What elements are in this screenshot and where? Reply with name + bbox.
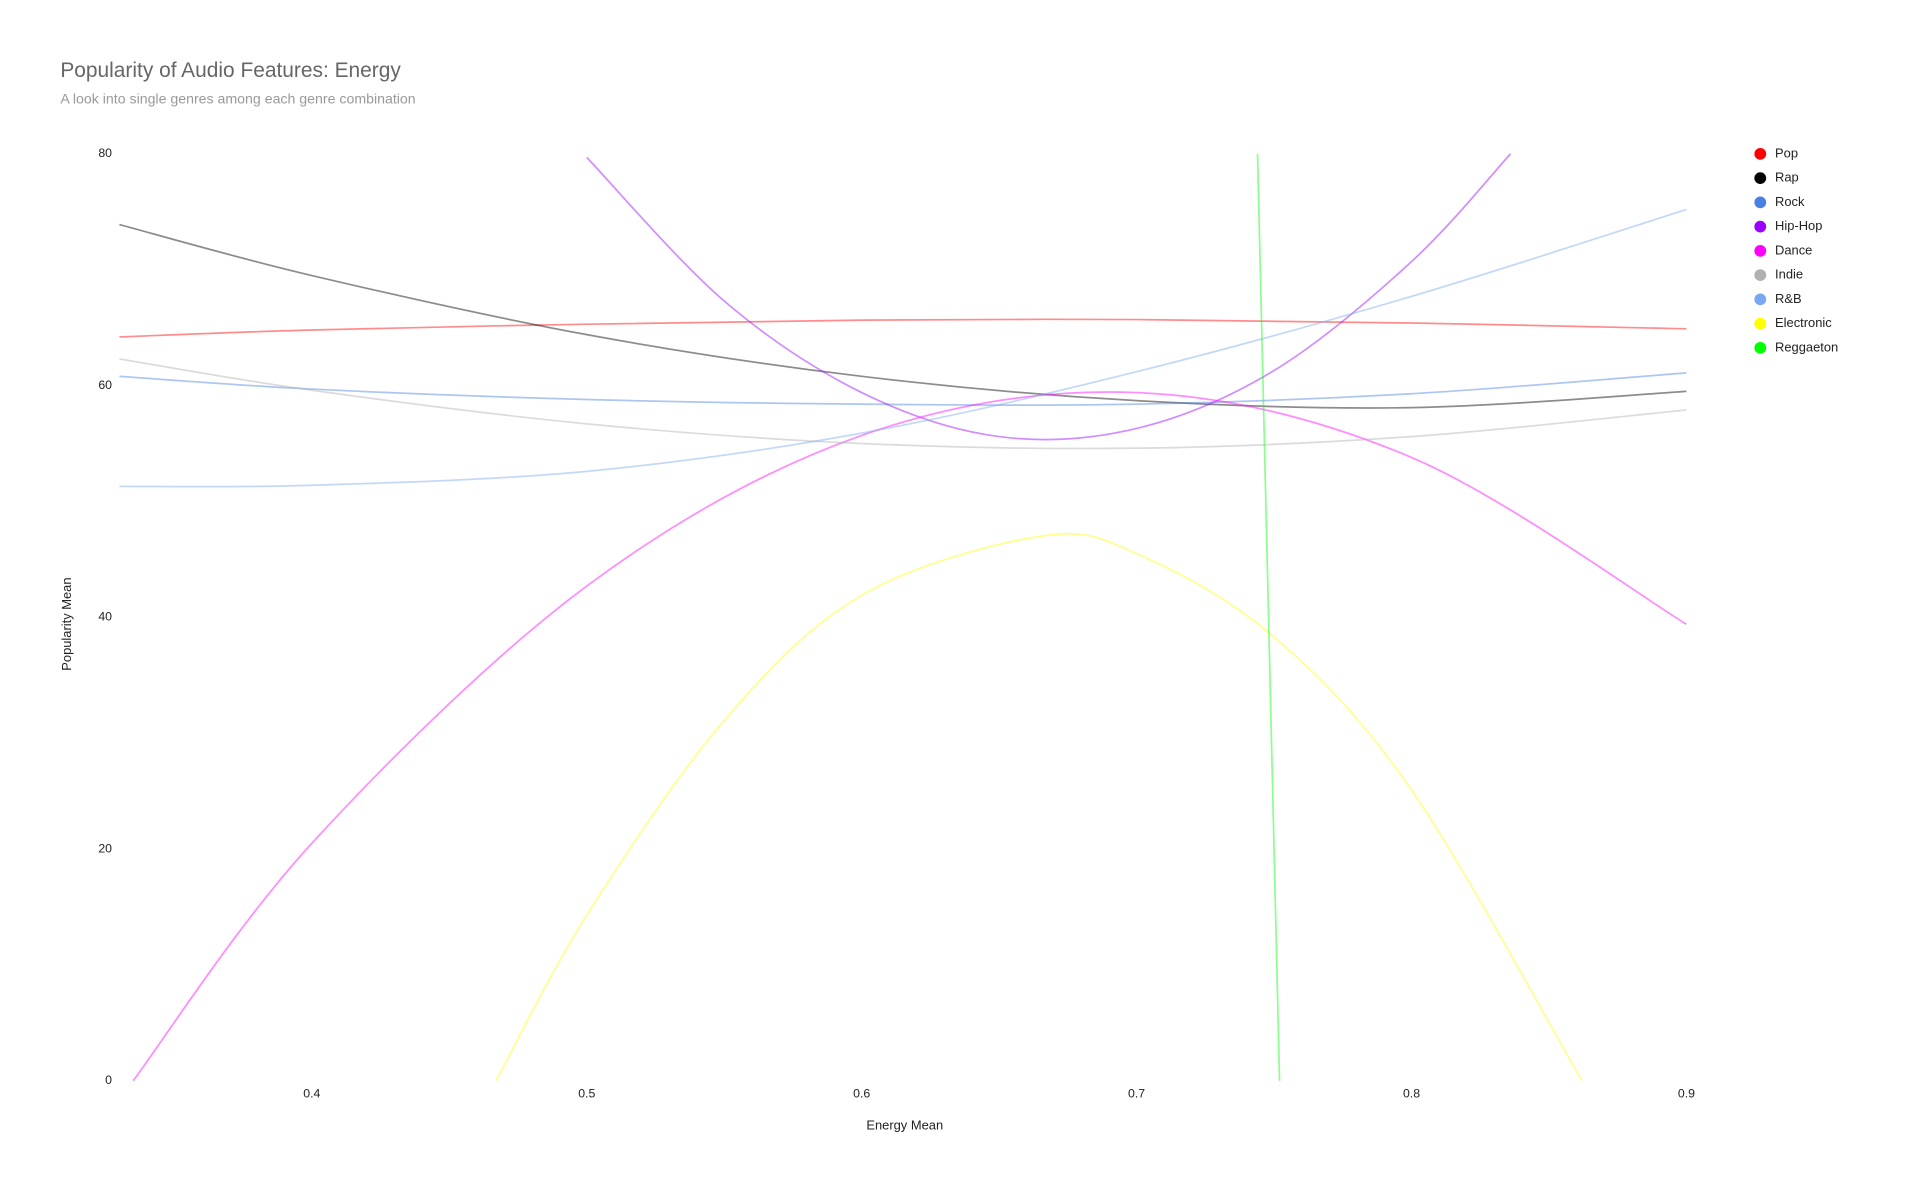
x-tick-label: 0.5	[578, 1087, 595, 1101]
legend-label: Reggaeton	[1775, 339, 1838, 354]
series-line	[119, 371, 1687, 406]
legend-label: Hip-Hop	[1775, 218, 1822, 233]
legend-label: R&B	[1775, 291, 1802, 306]
legend-label: Indie	[1775, 267, 1803, 282]
y-tick-label: 80	[98, 146, 112, 160]
legend-marker	[1754, 172, 1767, 185]
legend-marker	[1754, 293, 1767, 306]
legend-marker	[1754, 317, 1767, 330]
legend-marker	[1754, 341, 1767, 354]
x-tick-label: 0.4	[303, 1087, 320, 1101]
series-line	[119, 208, 1687, 488]
legend-marker	[1754, 244, 1767, 257]
series-line	[119, 358, 1687, 450]
series-line	[1256, 153, 1281, 1081]
legend-label: Rock	[1775, 194, 1805, 209]
legend-marker	[1754, 220, 1767, 233]
chart-subtitle: A look into single genres among each gen…	[60, 90, 415, 106]
x-axis-label: Energy Mean	[866, 1118, 943, 1133]
chart-title: Popularity of Audio Features: Energy	[60, 59, 401, 82]
series-line	[586, 153, 1512, 441]
legend-marker	[1754, 147, 1767, 160]
legend-label: Rap	[1775, 170, 1799, 185]
y-axis-label: Popularity Mean	[59, 577, 74, 670]
y-tick-label: 60	[98, 378, 112, 392]
series-line	[132, 391, 1687, 1082]
x-tick-label: 0.7	[1128, 1087, 1145, 1101]
y-tick-label: 0	[105, 1073, 112, 1087]
x-tick-label: 0.8	[1403, 1087, 1420, 1101]
x-tick-label: 0.6	[853, 1087, 870, 1101]
series-line	[119, 223, 1687, 409]
legend-label: Electronic	[1775, 315, 1832, 330]
legend-marker	[1754, 196, 1767, 209]
series-line	[495, 532, 1583, 1082]
legend-marker	[1754, 269, 1767, 282]
series-line	[119, 318, 1687, 338]
y-tick-label: 20	[98, 841, 112, 855]
legend-label: Pop	[1775, 145, 1798, 160]
legend-label: Dance	[1775, 242, 1812, 257]
x-tick-label: 0.9	[1678, 1087, 1695, 1101]
y-tick-label: 40	[98, 610, 112, 624]
